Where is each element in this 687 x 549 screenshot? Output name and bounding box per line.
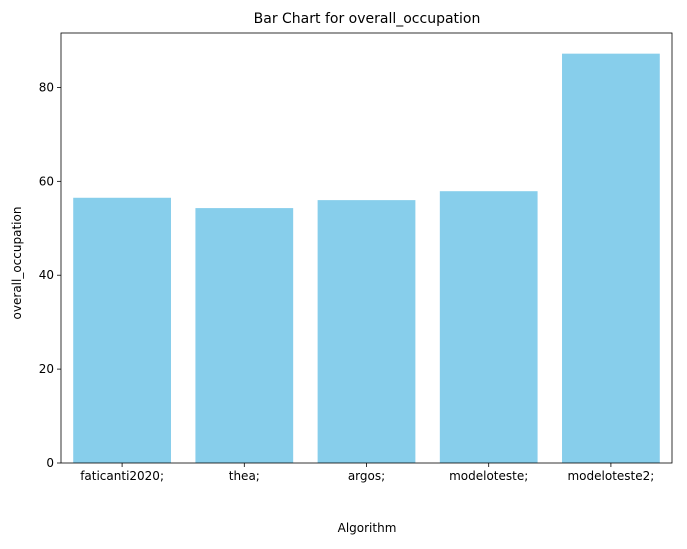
y-axis-label: overall_occupation — [10, 207, 24, 320]
bar — [195, 208, 294, 463]
y-tick-label: 60 — [39, 174, 54, 188]
x-tick-label: modeloteste; — [449, 469, 528, 483]
y-tick-label: 0 — [46, 456, 54, 470]
y-tick-label: 80 — [39, 80, 54, 94]
y-tick-label: 40 — [39, 268, 54, 282]
bar — [439, 191, 538, 463]
y-tick-label: 20 — [39, 362, 54, 376]
x-tick-label: modeloteste2; — [567, 469, 654, 483]
x-tick-label: argos; — [348, 469, 385, 483]
bar — [317, 200, 416, 463]
chart-title: Bar Chart for overall_occupation — [254, 11, 481, 27]
bar — [562, 53, 660, 463]
x-tick-label: thea; — [229, 469, 260, 483]
bar — [73, 197, 171, 463]
x-tick-label: faticanti2020; — [80, 469, 164, 483]
x-axis-label: Algorithm — [338, 521, 397, 535]
axes-frame — [60, 32, 673, 464]
plot-area: faticanti2020; thea; argos; modeloteste; mod… — [39, 32, 673, 483]
